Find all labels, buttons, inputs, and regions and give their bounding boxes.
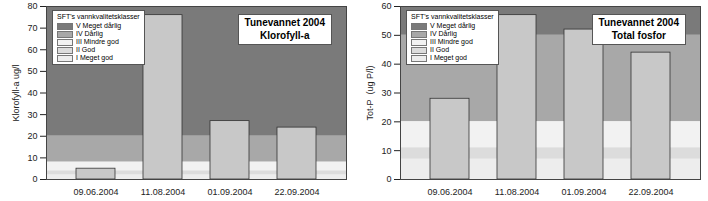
svg-text:70: 70 (27, 23, 37, 33)
svg-text:22.09.2004: 22.09.2004 (274, 187, 319, 197)
svg-text:09.06.2004: 09.06.2004 (73, 187, 118, 197)
svg-text:22.09.2004: 22.09.2004 (628, 187, 673, 197)
svg-text:11.08.2004: 11.08.2004 (495, 187, 539, 197)
svg-text:11.08.2004: 11.08.2004 (141, 187, 185, 197)
html-text:Tunevannet 2004: Tunevannet 2004 (598, 17, 679, 28)
html-text:III Mindre god: III Mindre god (76, 38, 119, 46)
svg-text:10: 10 (27, 153, 37, 163)
html-text:V Meget dårlig: V Meget dårlig (76, 22, 122, 29)
html-text:II God: II God (430, 46, 450, 54)
html-text:V Meget dårlig: V Meget dårlig (430, 22, 476, 29)
svg-text:10: 10 (381, 146, 391, 156)
html-text:I Meget god: I Meget god (430, 54, 467, 62)
svg-text:Klorofyll-a ug/l: Klorofyll-a ug/l (11, 64, 21, 121)
svg-text:0: 0 (386, 174, 391, 184)
svg-text:20: 20 (27, 131, 37, 141)
svg-text:50: 50 (381, 30, 391, 40)
svg-text:40: 40 (381, 59, 391, 69)
html-text:IV Dårlig: IV Dårlig (76, 30, 103, 38)
svg-text:01.09.2004: 01.09.2004 (561, 187, 606, 197)
html-text:III Mindre god: III Mindre god (430, 38, 473, 46)
html-text:Klorofyll-a: Klorofyll-a (260, 29, 310, 41)
html-text:SFT's vannkvalitetsklasser: SFT's vannkvalitetsklasser (411, 13, 494, 20)
svg-text:30: 30 (381, 88, 391, 98)
html-text:II God: II God (76, 46, 96, 54)
svg-text:20: 20 (381, 117, 391, 127)
svg-text:0: 0 (32, 174, 37, 184)
svg-text:60: 60 (381, 1, 391, 11)
html-text:Tunevannet 2004: Tunevannet 2004 (244, 17, 325, 28)
svg-text:Tot-P (ug P/l): Tot-P (ug P/l) (365, 66, 375, 121)
html-text:SFT's vannkvalitetsklasser: SFT's vannkvalitetsklasser (57, 13, 140, 20)
svg-text:01.09.2004: 01.09.2004 (207, 187, 252, 197)
svg-text:60: 60 (27, 45, 37, 55)
html-text:I Meget god: I Meget god (76, 54, 113, 62)
svg-text:40: 40 (27, 88, 37, 98)
svg-text:80: 80 (27, 1, 37, 11)
html-text:Total fosfor: Total fosfor (611, 29, 666, 41)
svg-text:50: 50 (27, 66, 37, 76)
svg-text:30: 30 (27, 110, 37, 120)
svg-text:09.06.2004: 09.06.2004 (427, 187, 472, 197)
html-text:IV Dårlig: IV Dårlig (430, 30, 457, 38)
